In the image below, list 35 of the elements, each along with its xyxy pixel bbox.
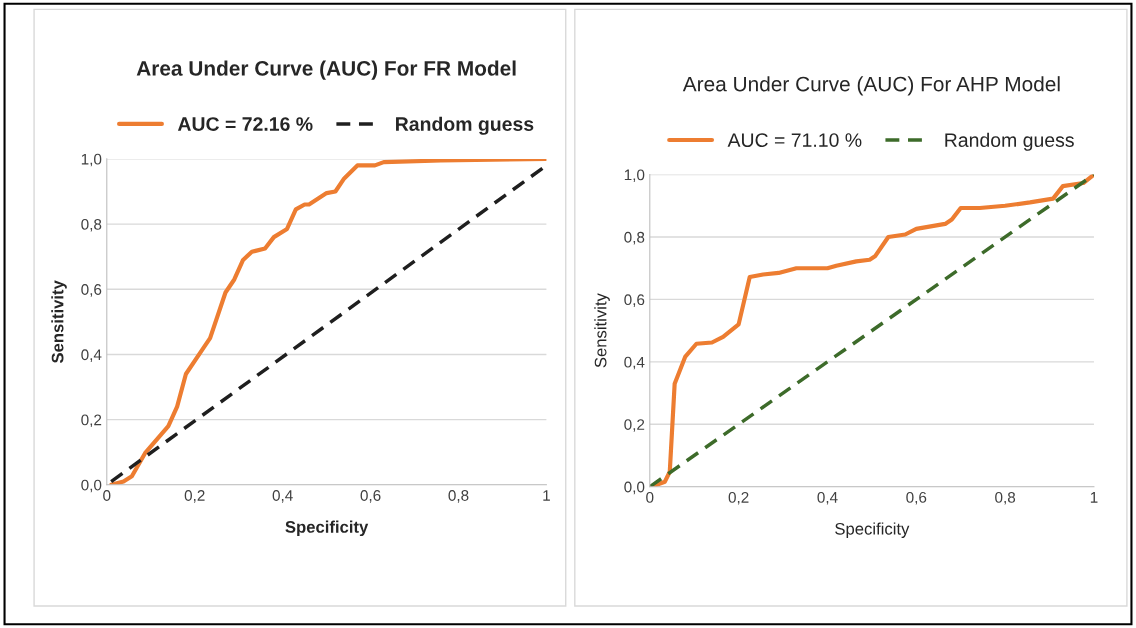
- y-tick-label: 0,4: [624, 356, 645, 370]
- chart-title: Area Under Curve (AUC) For AHP Model: [682, 76, 1060, 96]
- legend-label: AUC = 72.16 %: [177, 117, 313, 131]
- x-tick-label: 0,4: [272, 490, 293, 503]
- legend-label: Random guess: [396, 116, 534, 135]
- y-tick-label: 0,6: [624, 294, 645, 307]
- x-tick-label: 0,6: [906, 491, 927, 505]
- line-series: [649, 174, 1094, 487]
- legend-label: Random guess: [945, 132, 1074, 151]
- x-tick-label: 0,2: [184, 490, 205, 503]
- x-axis-title: Specificity: [835, 522, 910, 539]
- x-tick-label: 0,8: [448, 490, 469, 503]
- y-tick-label: 1,0: [81, 153, 102, 167]
- y-axis-title: Sensitivity: [51, 280, 67, 364]
- y-tick-label: 0,8: [81, 218, 102, 232]
- y-tick-label: 0,0: [624, 481, 645, 495]
- y-tick-label: 1,0: [624, 169, 645, 183]
- y-tick-label: 0,8: [624, 231, 645, 245]
- x-tick-label: 0,4: [817, 491, 838, 505]
- chart-title: Area Under Curve (AUC) For FR Model: [136, 60, 516, 80]
- x-tick-label: 1: [543, 490, 550, 501]
- y-tick-label: 0,4: [81, 349, 102, 362]
- legend-label: AUC = 71.10 %: [727, 133, 862, 147]
- x-axis-title: Specificity: [285, 520, 369, 537]
- y-axis-title: Sensitivity: [594, 293, 610, 368]
- y-tick-label: 0,2: [624, 419, 645, 432]
- x-tick-label: 1: [1090, 492, 1098, 503]
- x-tick-label: 0,2: [728, 491, 749, 505]
- x-tick-label: 0: [646, 491, 654, 503]
- x-tick-label: 0,8: [995, 491, 1016, 505]
- x-tick-label: 0: [103, 490, 111, 501]
- x-tick-label: 0,6: [360, 490, 381, 503]
- y-tick-label: 0,6: [81, 284, 102, 297]
- y-tick-label: 0,2: [81, 414, 102, 428]
- y-tick-label: 0,0: [81, 479, 102, 493]
